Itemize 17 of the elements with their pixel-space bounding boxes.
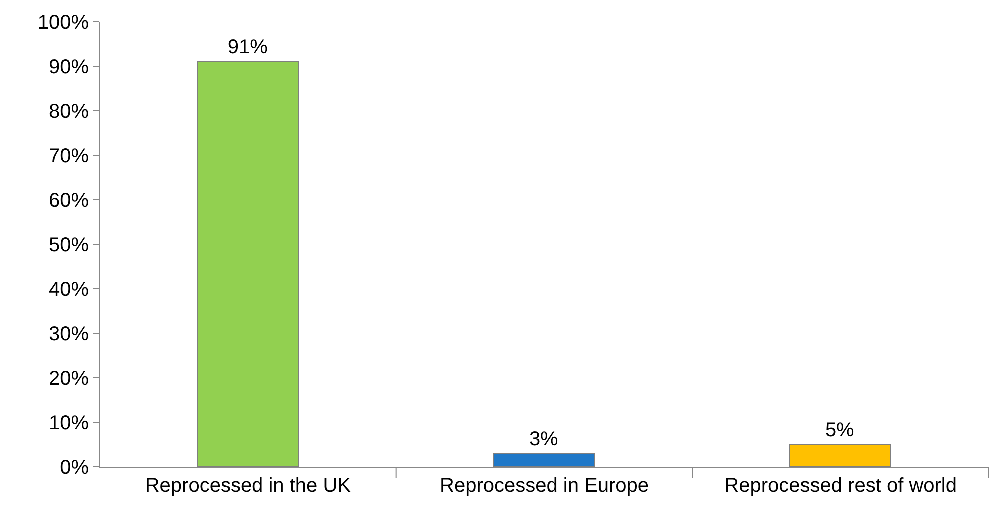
y-tick-label: 80% [48, 101, 90, 123]
y-tick-label: 10% [48, 412, 90, 434]
y-tick-label: 0% [60, 457, 90, 479]
y-tick-label: 20% [48, 368, 90, 390]
x-tick-label: Reprocessed rest of world [724, 475, 957, 497]
y-tick-label: 90% [48, 56, 90, 78]
y-tick-label: 70% [48, 146, 90, 168]
y-tick-label: 60% [48, 190, 90, 212]
data-label: 3% [529, 428, 559, 450]
data-label: 5% [825, 420, 855, 442]
data-label: 91% [228, 36, 268, 58]
y-tick-label: 30% [48, 324, 90, 346]
x-tick-label: Reprocessed in Europe [440, 475, 650, 497]
x-tick-label: Reprocessed in the UK [145, 475, 352, 497]
y-tick-label: 100% [38, 12, 90, 34]
y-tick-label: 50% [48, 234, 90, 256]
y-tick-label: 40% [48, 279, 90, 301]
